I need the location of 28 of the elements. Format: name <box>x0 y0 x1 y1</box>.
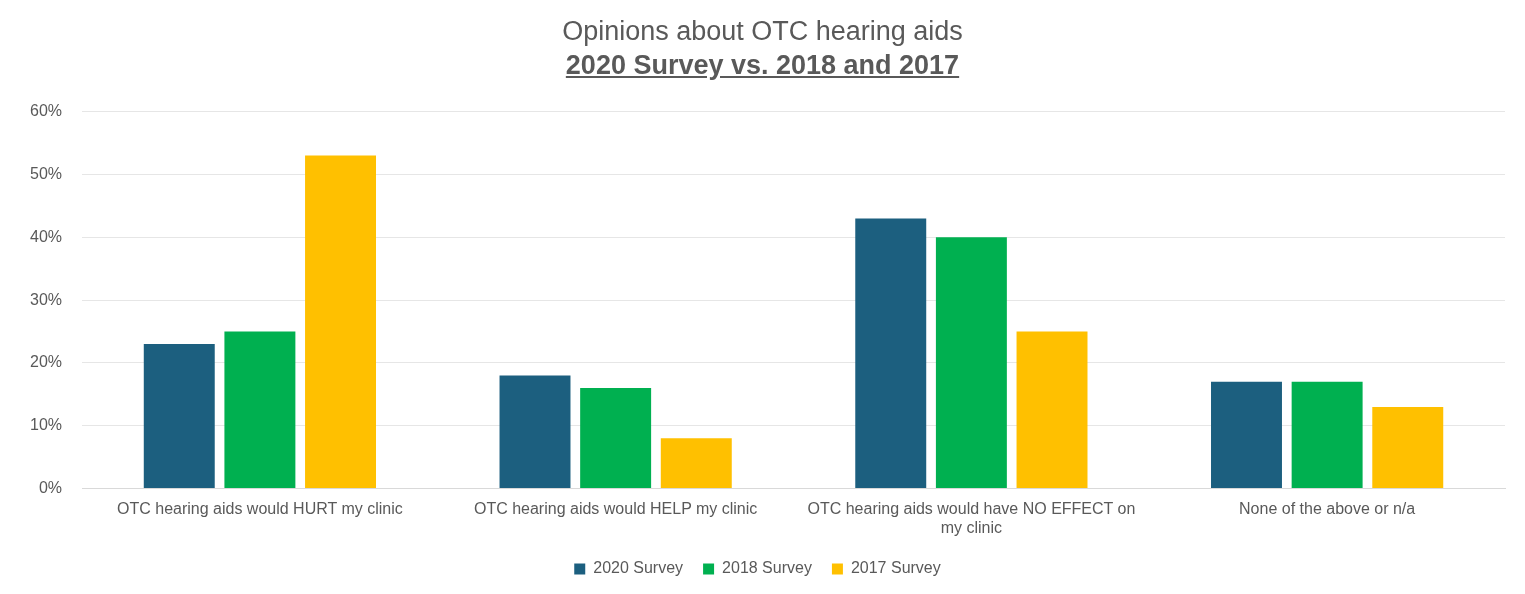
y-tick-label: 40% <box>29 227 63 245</box>
bar <box>499 375 571 489</box>
bar <box>1372 406 1444 489</box>
y-tick-label: 20% <box>29 353 63 371</box>
bar <box>660 438 732 489</box>
bar <box>580 388 652 489</box>
legend-label: 2017 Survey <box>850 559 941 577</box>
x-tick-label: OTC hearing aids would HELP my clinic <box>473 499 758 517</box>
chart-subtitle: 2020 Survey vs. 2018 and 2017 <box>564 49 961 82</box>
y-tick-label: 50% <box>29 164 63 182</box>
x-tick-label: OTC hearing aids would HURT my clinic <box>117 499 403 517</box>
x-tick-label: None of the above or n/a <box>1239 499 1416 517</box>
bar <box>1291 381 1363 489</box>
bar <box>1016 331 1088 489</box>
y-tick-label: 0% <box>38 479 63 497</box>
bar <box>305 155 377 489</box>
bar <box>1211 381 1282 489</box>
chart-title: Opinions about OTC hearing aids <box>561 15 964 48</box>
legend-label: 2020 Survey <box>593 559 684 577</box>
bar <box>855 218 927 489</box>
y-tick-label: 10% <box>29 416 63 434</box>
y-tick-label: 60% <box>29 102 63 120</box>
bar <box>224 331 296 489</box>
bar <box>935 237 1007 489</box>
bar <box>143 344 215 489</box>
x-tick-label: OTC hearing aids would have NO EFFECT on my clinic <box>807 499 1136 536</box>
legend-label: 2018 Survey <box>722 559 812 577</box>
y-tick-label: 30% <box>29 290 63 308</box>
